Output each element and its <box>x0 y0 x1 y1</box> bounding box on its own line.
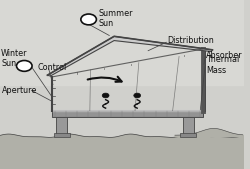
Text: Thermal
Mass: Thermal Mass <box>206 55 239 75</box>
Bar <box>180 133 196 137</box>
Bar <box>183 117 194 134</box>
Text: Distribution: Distribution <box>168 36 214 45</box>
Text: Absorber: Absorber <box>206 51 242 60</box>
Circle shape <box>102 93 109 98</box>
Polygon shape <box>47 36 212 76</box>
Text: Control: Control <box>38 63 67 72</box>
Text: Aperture: Aperture <box>2 86 37 95</box>
Circle shape <box>134 93 140 98</box>
Text: Winter
Sun: Winter Sun <box>1 49 28 68</box>
Bar <box>56 117 68 134</box>
Bar <box>54 133 70 137</box>
Bar <box>52 111 203 117</box>
Circle shape <box>16 61 32 71</box>
Circle shape <box>81 14 96 25</box>
Text: Summer
Sun: Summer Sun <box>99 9 133 28</box>
